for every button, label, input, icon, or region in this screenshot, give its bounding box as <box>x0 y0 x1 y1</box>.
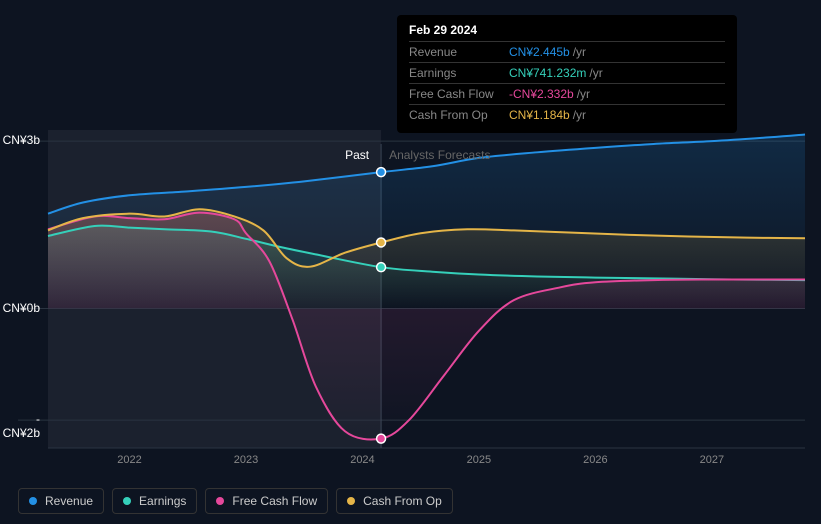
tooltip-row-suffix: /yr <box>577 87 590 101</box>
chart-tooltip: Feb 29 2024 RevenueCN¥2.445b/yrEarningsC… <box>397 15 737 133</box>
y-axis-tick-label: CN¥0b <box>3 301 40 315</box>
legend-label: Earnings <box>139 494 186 508</box>
chart-legend: Revenue Earnings Free Cash Flow Cash From O… <box>18 488 453 514</box>
legend-label: Revenue <box>45 494 93 508</box>
tooltip-row: Free Cash Flow-CN¥2.332b/yr <box>409 83 725 104</box>
tooltip-row: EarningsCN¥741.232m/yr <box>409 62 725 83</box>
forecast-label: Analysts Forecasts <box>389 148 490 162</box>
tooltip-row: Cash From OpCN¥1.184b/yr <box>409 104 725 125</box>
tooltip-row-value: CN¥2.445b <box>509 45 570 59</box>
x-axis-tick-label: 2025 <box>467 454 491 466</box>
y-axis-tick-label: -CN¥2b <box>0 412 40 440</box>
tooltip-date: Feb 29 2024 <box>409 23 725 41</box>
legend-item[interactable]: Earnings <box>112 488 197 514</box>
past-label: Past <box>345 148 369 162</box>
tooltip-row-label: Earnings <box>409 66 509 80</box>
x-axis-tick-label: 2024 <box>350 454 374 466</box>
x-axis-tick-label: 2023 <box>234 454 258 466</box>
legend-item[interactable]: Revenue <box>18 488 104 514</box>
tooltip-row-label: Revenue <box>409 45 509 59</box>
tooltip-row-value: -CN¥2.332b <box>509 87 574 101</box>
tooltip-row-suffix: /yr <box>589 66 602 80</box>
x-axis-tick-label: 2026 <box>583 454 607 466</box>
tooltip-row-suffix: /yr <box>573 108 586 122</box>
tooltip-row: RevenueCN¥2.445b/yr <box>409 41 725 62</box>
legend-swatch <box>123 497 131 505</box>
tooltip-row-label: Cash From Op <box>409 108 509 122</box>
tooltip-row-value: CN¥741.232m <box>509 66 586 80</box>
legend-swatch <box>347 497 355 505</box>
legend-swatch <box>29 497 37 505</box>
tooltip-row-label: Free Cash Flow <box>409 87 509 101</box>
legend-item[interactable]: Free Cash Flow <box>205 488 328 514</box>
legend-item[interactable]: Cash From Op <box>336 488 453 514</box>
tooltip-row-value: CN¥1.184b <box>509 108 570 122</box>
financials-chart: CN¥3b CN¥0b -CN¥2b 2022 2023 2024 2025 2026 202… <box>0 0 821 524</box>
y-axis-tick-label: CN¥3b <box>3 133 40 147</box>
x-axis-tick-label: 2022 <box>117 454 141 466</box>
tooltip-row-suffix: /yr <box>573 45 586 59</box>
legend-swatch <box>216 497 224 505</box>
x-axis-tick-label: 2027 <box>700 454 724 466</box>
legend-label: Cash From Op <box>363 494 442 508</box>
legend-label: Free Cash Flow <box>232 494 317 508</box>
